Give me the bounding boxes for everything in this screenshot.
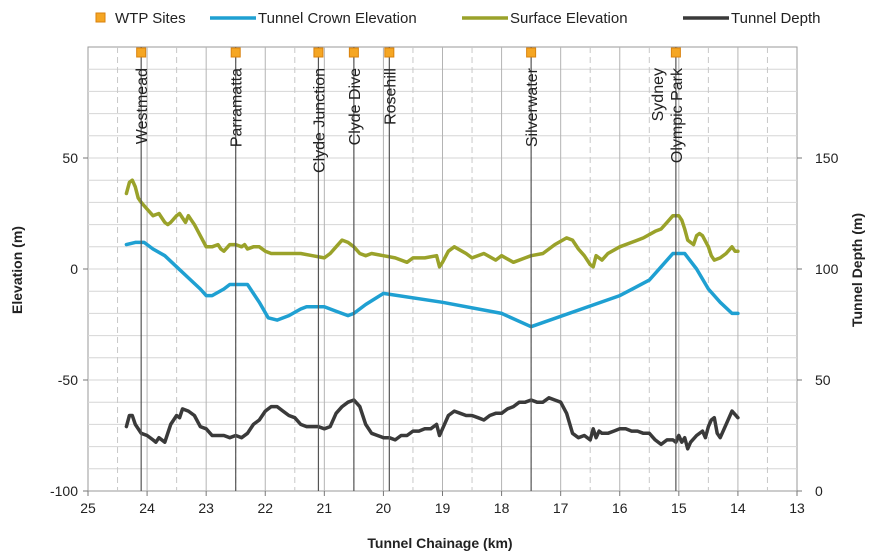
x-tick-label: 14 — [730, 500, 746, 516]
x-tick-label: 15 — [671, 500, 687, 516]
site-marker — [526, 47, 537, 58]
y-tick-label: 0 — [70, 261, 78, 277]
x-tick-label: 13 — [789, 500, 805, 516]
y2-axis-title: Tunnel Depth (m) — [849, 213, 865, 327]
y-tick-label: 50 — [62, 150, 78, 166]
site-marker — [230, 47, 241, 58]
legend-label: WTP Sites — [115, 10, 186, 27]
series-line — [124, 178, 740, 269]
legend-layer: WTP Sites Tunnel Crown Elevation Surface E… — [95, 10, 821, 27]
y2-tick-label: 0 — [815, 483, 823, 499]
legend-marker — [95, 12, 106, 23]
site-marker — [136, 47, 147, 58]
x-tick-label: 23 — [198, 500, 214, 516]
y-tick-label: -50 — [58, 372, 78, 388]
site-label: Clyde Junction — [311, 68, 328, 173]
y2-tick-label: 50 — [815, 372, 831, 388]
y-tick-label: -100 — [50, 483, 78, 499]
site-label: Westmead — [134, 68, 151, 144]
series-line — [124, 240, 740, 329]
x-tick-label: 18 — [494, 500, 510, 516]
x-tick-label: 20 — [376, 500, 392, 516]
x-tick-label: 19 — [435, 500, 451, 516]
series-layer — [124, 178, 740, 451]
x-tick-label: 21 — [317, 500, 333, 516]
y2-tick-label: 150 — [815, 150, 839, 166]
x-tick-label: 22 — [257, 500, 273, 516]
site-label: Clyde Dive — [347, 68, 364, 145]
x-tick-label: 17 — [553, 500, 569, 516]
y2-tick-label: 100 — [815, 261, 839, 277]
x-axis-title: Tunnel Chainage (km) — [367, 535, 512, 551]
x-tick-label: 25 — [80, 500, 96, 516]
sites-layer: Westmead Parramatta Clyde Junction Clyde Di… — [134, 47, 686, 491]
series-line — [124, 396, 740, 451]
legend-label: Tunnel Crown Elevation — [258, 10, 417, 27]
site-label: Silverwater — [524, 67, 541, 147]
site-marker — [313, 47, 324, 58]
grid-layer — [87, 46, 798, 492]
site-label: Parramatta — [229, 68, 246, 147]
legend-label: Surface Elevation — [510, 10, 628, 27]
x-tick-label: 16 — [612, 500, 628, 516]
legend-label: Tunnel Depth — [731, 10, 821, 27]
y-axis-title: Elevation (m) — [9, 226, 25, 314]
site-label: Rosehill — [382, 68, 399, 125]
site-label: Sydney — [650, 68, 667, 121]
site-marker — [348, 47, 359, 58]
site-marker — [384, 47, 395, 58]
axes-layer: 25 24 23 22 21 20 19 18 17 16 15 14 13 -100 -50 0 50 0 50 1… — [50, 150, 839, 516]
site-label: Olympic Park — [669, 67, 686, 163]
site-marker — [670, 47, 681, 58]
x-tick-label: 24 — [139, 500, 155, 516]
